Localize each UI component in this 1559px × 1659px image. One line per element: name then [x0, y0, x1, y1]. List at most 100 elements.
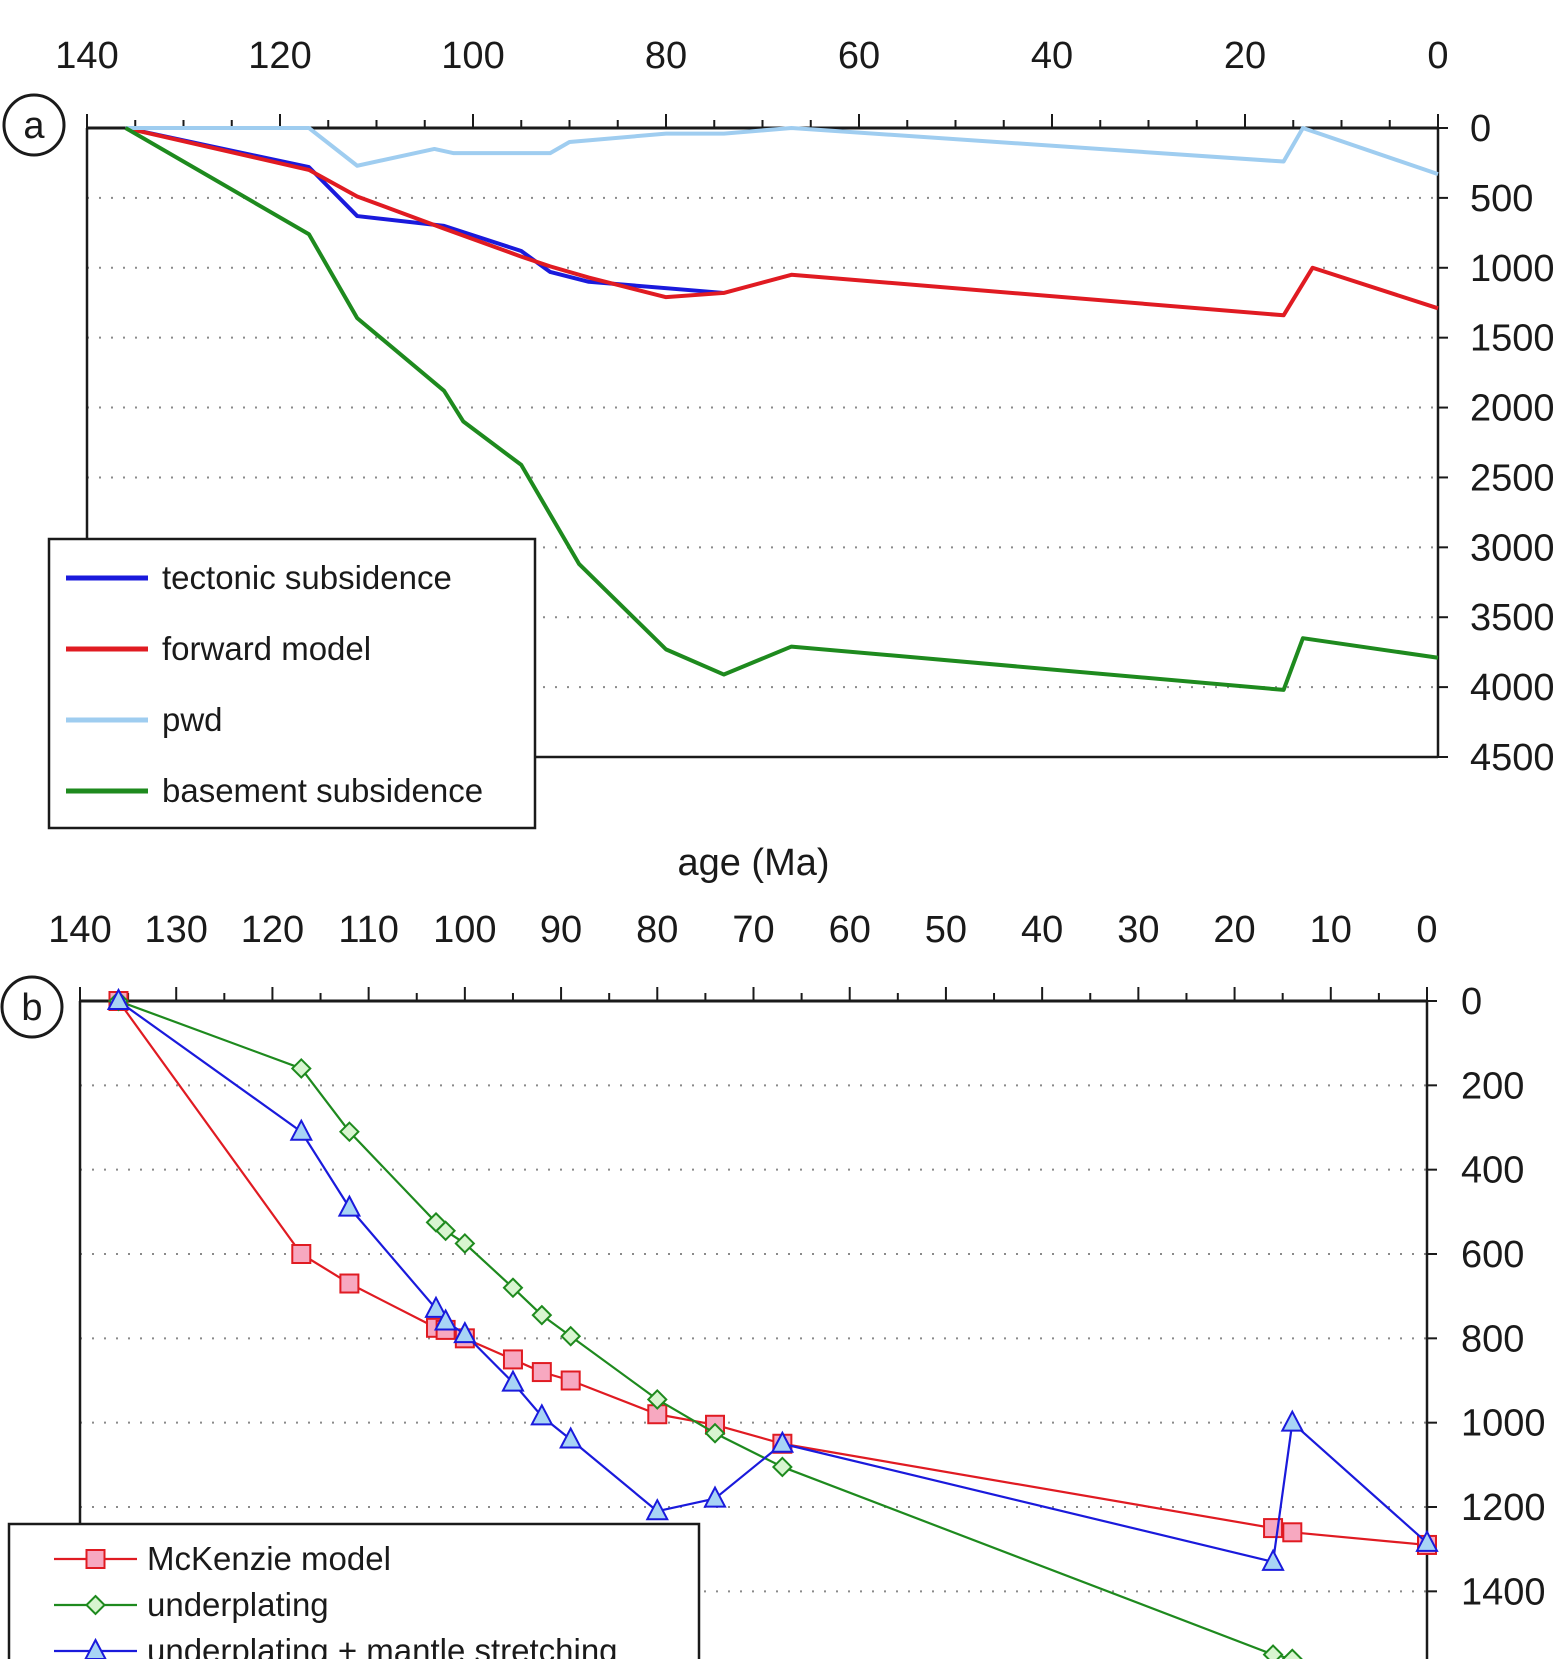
point-mckenzie-model [531, 1362, 552, 1383]
panel-a-legend-box [47, 537, 537, 830]
panel-b-y-tick-label: 1000 [1461, 1403, 1546, 1445]
point-underplating [771, 1456, 793, 1478]
point-underplating [290, 1058, 312, 1079]
panel-b-x-tick-label: 50 [925, 909, 967, 951]
panel-a-y-tick-label: 4500 [1470, 737, 1555, 779]
point-underplating [1262, 1644, 1284, 1659]
point-mckenzie-model [1282, 1522, 1303, 1543]
panel-a-label-text: a [23, 105, 45, 147]
point-mckenzie-model [291, 1244, 312, 1264]
panel-b-y-tick-label: 400 [1461, 1150, 1524, 1192]
point-underplating [704, 1422, 726, 1444]
panel-a-y-tick-label: 500 [1470, 178, 1533, 220]
legend-marker-underplating-mantle-stretching [84, 1637, 107, 1659]
panel-a-x-tick-label: 80 [645, 35, 687, 77]
legend-label-basement-subsidence: basement subsidence [162, 772, 483, 809]
panel-a-x-tick-label: 60 [838, 35, 880, 77]
panel-a-x-tick-label: 0 [1427, 35, 1448, 77]
point-underplating [646, 1389, 668, 1410]
panel-b-label-text: b [21, 987, 42, 1029]
point-underplating [454, 1233, 476, 1254]
panel-a-y-tick-label: 3000 [1470, 527, 1555, 569]
panel-a-axes: 140 120 100 80 60 40 20 00500100015002000250030… [55, 35, 1554, 779]
panel-a-y-tick-label: 3500 [1470, 597, 1555, 639]
point-underplating-mantle-stretching [1280, 1409, 1304, 1432]
legend-label-pwd: pwd [162, 701, 223, 738]
panel-a-y-tick-label: 1000 [1470, 248, 1555, 290]
point-underplating-mantle-stretching [106, 987, 131, 1010]
point-underplating-mantle-stretching [770, 1430, 795, 1453]
panel-a-x-tick-label: 140 [55, 35, 118, 77]
panel-b-y-tick-label: 1200 [1461, 1487, 1546, 1529]
legend-label-mckenzie-model: McKenzie model [147, 1540, 391, 1577]
point-underplating-mantle-stretching [559, 1426, 583, 1449]
panel-a-x-tick-label: 20 [1224, 35, 1266, 77]
panel-a-chart: 140 120 100 80 60 40 20 00500100015002000250030… [2, 35, 1555, 830]
point-underplating [338, 1121, 360, 1143]
panel-b-x-tick-label: 40 [1021, 909, 1063, 951]
series-line-pwd [125, 126, 1439, 177]
panel-a-y-tick-label: 4000 [1470, 667, 1555, 709]
legend-label-forward-model: forward model [162, 630, 371, 667]
panel-b-x-tick-label: 30 [1117, 909, 1159, 951]
point-underplating [560, 1325, 582, 1347]
panel-b-x-tick-label: 130 [145, 909, 208, 951]
point-mckenzie-model [339, 1273, 360, 1294]
point-underplating-mantle-stretching [530, 1403, 554, 1426]
point-underplating-mantle-stretching [1261, 1548, 1285, 1571]
panel-b-legend: McKenzie model underplating underplating +… [7, 1522, 701, 1659]
panel-b-y-tick-label: 600 [1461, 1234, 1524, 1276]
legend-label-underplating: underplating [147, 1586, 329, 1623]
panel-b-y-tick-label: 200 [1461, 1065, 1524, 1107]
panel-a-legend: tectonic subsidence forward model pwd basem… [47, 537, 537, 830]
panel-a-label: a [2, 93, 66, 157]
point-underplating-mantle-stretching [703, 1485, 727, 1508]
panel-b-x-tick-label: 90 [540, 909, 582, 951]
panel-a-x-tick-label: 120 [248, 35, 311, 77]
panel-a-y-tick-label: 0 [1470, 108, 1491, 150]
panel-a-y-tick-label: 2500 [1470, 457, 1555, 499]
panel-a-x-tick-label: 100 [441, 35, 504, 77]
panel-a-series [124, 126, 1439, 692]
series-line-basement-subsidence [124, 126, 1439, 692]
point-underplating-mantle-stretching [453, 1320, 477, 1344]
point-underplating-mantle-stretching [1415, 1529, 1439, 1552]
panel-b-x-tick-label: 60 [829, 909, 871, 951]
legend-label-underplating-mantle-stretching: underplating + mantle stretching [147, 1632, 618, 1659]
point-mckenzie-model [560, 1370, 581, 1391]
legend-marker-underplating [85, 1594, 106, 1616]
panel-b-x-tick-label: 70 [732, 909, 774, 951]
panel-b-x-tick-label: 0 [1416, 909, 1437, 951]
panel-a-y-tick-label: 2000 [1470, 388, 1555, 430]
series-line-mckenzie-model [117, 1000, 1428, 1547]
point-underplating [502, 1277, 524, 1299]
panel-b-y-tick-label: 1400 [1461, 1571, 1546, 1613]
point-underplating-mantle-stretching [501, 1369, 525, 1392]
point-underplating [435, 1220, 457, 1242]
point-underplating [531, 1304, 553, 1326]
point-underplating-mantle-stretching [433, 1308, 458, 1331]
panel-b-x-tick-label: 100 [433, 909, 496, 951]
panel-a-y-tick-label: 1500 [1470, 318, 1555, 360]
series-line-forward-model [125, 126, 1439, 318]
panel-b-x-tick-label: 140 [48, 909, 111, 951]
legend-marker-mckenzie-model [85, 1549, 106, 1569]
point-underplating-mantle-stretching [645, 1498, 669, 1521]
panel-b-x-tick-label: 20 [1213, 909, 1255, 951]
panel-b-y-tick-label: 0 [1461, 981, 1482, 1023]
point-underplating-mantle-stretching [424, 1295, 448, 1318]
panel-b-x-tick-label: 80 [636, 909, 678, 951]
panel-b-x-tick-label: 10 [1310, 909, 1352, 951]
panel-b-x-tick-label: 120 [241, 909, 304, 951]
panel-b-x-tick-label: 110 [338, 909, 399, 951]
panel-b-series [106, 987, 1439, 1659]
point-underplating-mantle-stretching [289, 1118, 313, 1141]
point-underplating-mantle-stretching [337, 1194, 362, 1217]
panel-b-x-axis-label: age (Ma) [677, 842, 829, 884]
panel-a-x-tick-label: 40 [1031, 35, 1073, 77]
point-mckenzie-model [502, 1349, 523, 1370]
point-underplating [1281, 1648, 1303, 1659]
